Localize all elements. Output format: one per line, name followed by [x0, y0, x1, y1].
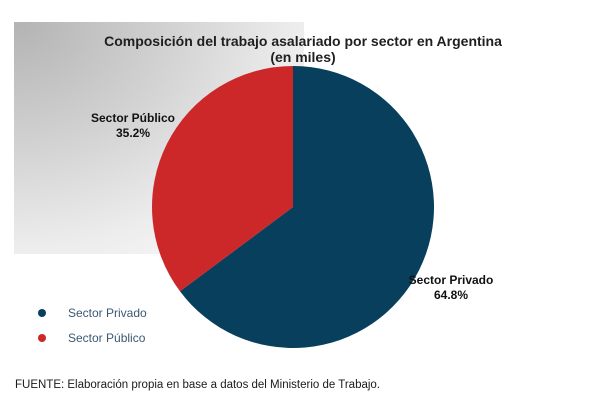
slice-label-sector-publico: Sector Público 35.2% [88, 111, 178, 141]
legend-marker-sector-privado [38, 309, 46, 317]
pie-slice-sector-publico[interactable] [152, 66, 293, 292]
legend-item-sector-privado[interactable]: Sector Privado [38, 305, 147, 321]
legend-marker-sector-publico [38, 334, 46, 342]
slice-label-sector-privado: Sector Privado 64.8% [406, 273, 496, 303]
slice-value-sector-privado: 64.8% [433, 288, 469, 302]
pie-chart [152, 66, 434, 348]
slice-value-sector-publico: 35.2% [115, 126, 151, 140]
slice-name-sector-publico: Sector Público [90, 111, 176, 125]
legend-item-sector-publico[interactable]: Sector Público [38, 330, 145, 346]
legend-label-sector-publico: Sector Público [68, 331, 146, 345]
chart-subtitle: (en miles) [270, 49, 336, 65]
legend-label-sector-privado: Sector Privado [68, 306, 147, 320]
pie-slice-sector-privado[interactable] [179, 66, 434, 348]
source-note: FUENTE: Elaboración propia en base a dat… [15, 379, 381, 391]
slice-name-sector-privado: Sector Privado [408, 273, 494, 287]
chart-area: Composición del trabajo asalariado por s… [14, 22, 502, 348]
chart-title: Composición del trabajo asalariado por s… [104, 33, 502, 49]
